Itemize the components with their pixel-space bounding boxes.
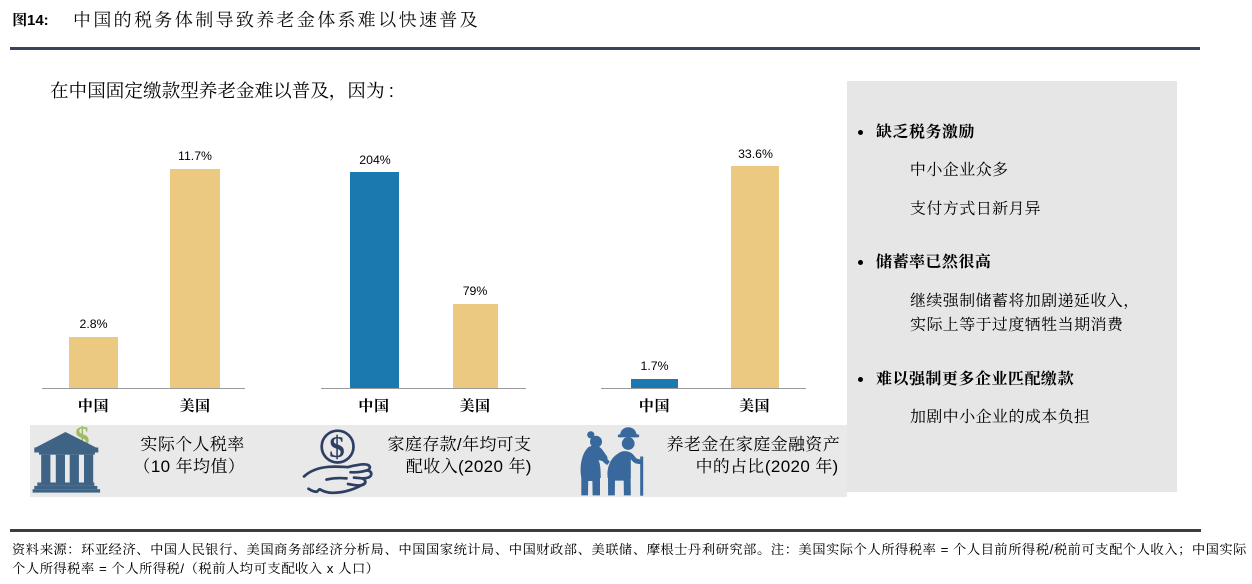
svg-text:$: $: [329, 429, 345, 464]
